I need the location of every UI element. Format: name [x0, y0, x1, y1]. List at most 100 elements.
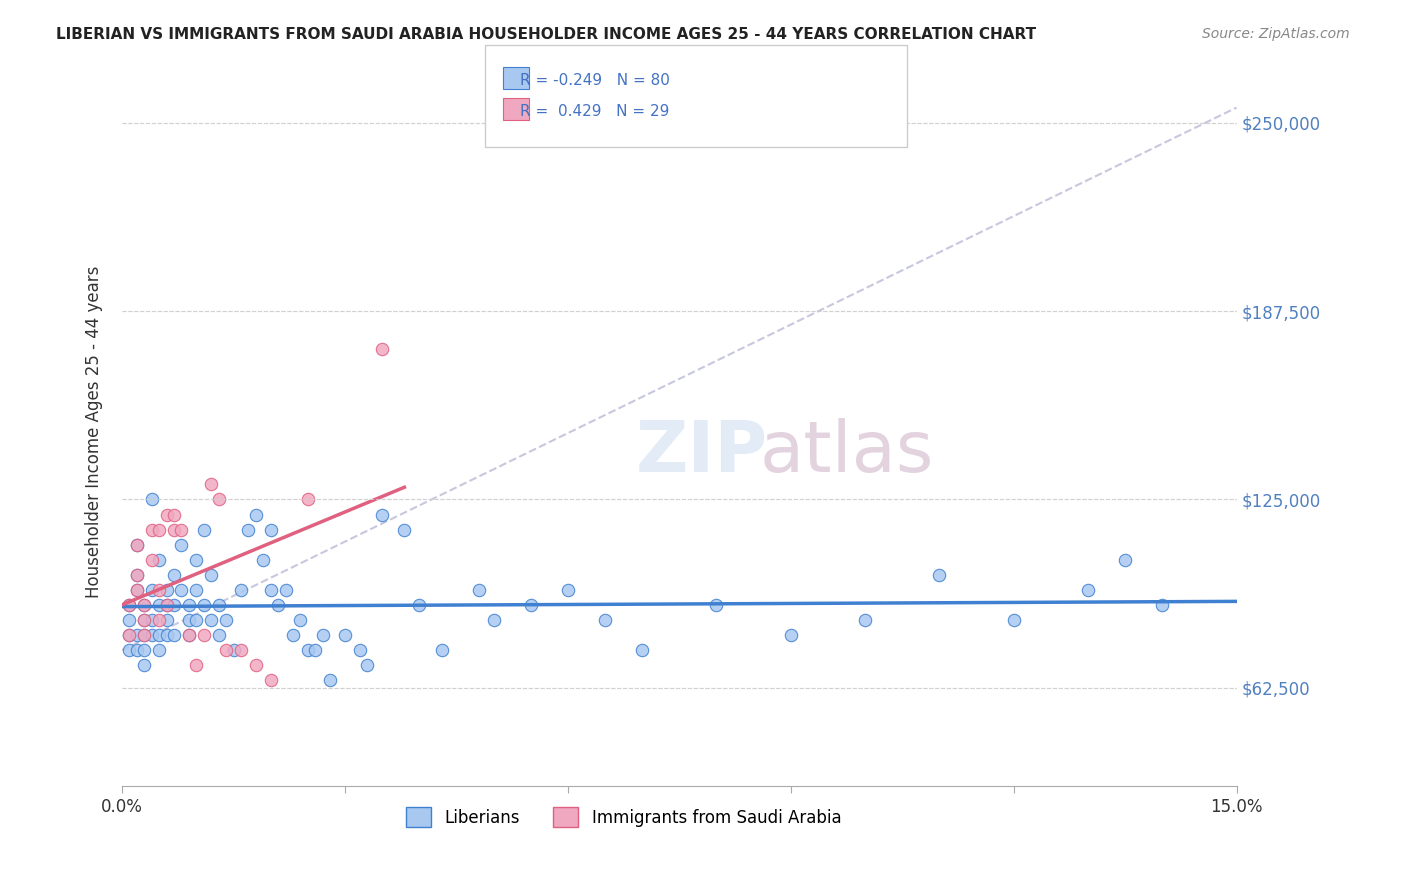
Point — [125, 538, 148, 552]
Point — [141, 523, 163, 537]
Point — [148, 643, 170, 657]
Point — [928, 567, 950, 582]
Point — [148, 613, 170, 627]
Point — [1002, 613, 1025, 627]
Text: Source: ZipAtlas.com: Source: ZipAtlas.com — [1202, 27, 1350, 41]
Point — [118, 598, 141, 612]
Point — [141, 552, 163, 566]
Point — [631, 643, 654, 657]
Point — [134, 658, 156, 673]
Point — [156, 628, 179, 642]
Point — [186, 658, 208, 673]
Point — [156, 598, 179, 612]
Point — [319, 673, 342, 688]
Point — [141, 582, 163, 597]
Point — [177, 628, 200, 642]
Point — [177, 628, 200, 642]
Point — [311, 628, 333, 642]
Point — [779, 628, 801, 642]
Point — [281, 628, 304, 642]
Point — [193, 598, 215, 612]
Point — [215, 643, 238, 657]
Point — [200, 477, 222, 491]
Point — [215, 613, 238, 627]
Point — [148, 582, 170, 597]
Point — [177, 613, 200, 627]
Point — [208, 628, 231, 642]
Point — [260, 673, 283, 688]
Point — [134, 598, 156, 612]
Point — [118, 628, 141, 642]
Point — [200, 567, 222, 582]
Point — [297, 643, 319, 657]
Point — [356, 658, 378, 673]
Point — [186, 582, 208, 597]
Point — [245, 658, 267, 673]
Point — [260, 523, 283, 537]
Point — [252, 552, 274, 566]
Point — [297, 492, 319, 507]
Point — [371, 508, 394, 522]
Point — [156, 613, 179, 627]
Point — [156, 508, 179, 522]
Text: ZIP: ZIP — [636, 418, 768, 487]
Point — [125, 643, 148, 657]
Point — [200, 613, 222, 627]
Point — [163, 508, 186, 522]
Point — [125, 582, 148, 597]
Point — [371, 342, 394, 356]
Point — [290, 613, 312, 627]
Point — [125, 567, 148, 582]
Point — [482, 613, 505, 627]
Point — [118, 613, 141, 627]
Point — [245, 508, 267, 522]
Point — [156, 582, 179, 597]
Point — [222, 643, 245, 657]
Legend: Liberians, Immigrants from Saudi Arabia: Liberians, Immigrants from Saudi Arabia — [399, 800, 848, 834]
Point — [593, 613, 616, 627]
Point — [229, 582, 252, 597]
Point — [519, 598, 541, 612]
Point — [134, 613, 156, 627]
Point — [134, 643, 156, 657]
Point — [557, 582, 579, 597]
Point — [118, 643, 141, 657]
Point — [208, 598, 231, 612]
Point — [148, 598, 170, 612]
Point — [163, 598, 186, 612]
Point — [1152, 598, 1174, 612]
Point — [170, 582, 193, 597]
Point — [193, 628, 215, 642]
Text: R =  0.429   N = 29: R = 0.429 N = 29 — [520, 104, 669, 119]
Point — [125, 582, 148, 597]
Point — [125, 567, 148, 582]
Point — [274, 582, 297, 597]
Point — [118, 628, 141, 642]
Point — [260, 582, 283, 597]
Text: atlas: atlas — [759, 418, 934, 487]
Point — [238, 523, 260, 537]
Point — [134, 598, 156, 612]
Point — [430, 643, 453, 657]
Point — [467, 582, 489, 597]
Text: R = -0.249   N = 80: R = -0.249 N = 80 — [520, 73, 671, 87]
Point — [177, 598, 200, 612]
Point — [118, 598, 141, 612]
Point — [706, 598, 728, 612]
Point — [148, 628, 170, 642]
Point — [141, 628, 163, 642]
Point — [193, 523, 215, 537]
Point — [141, 613, 163, 627]
Point — [141, 492, 163, 507]
Point — [394, 523, 416, 537]
Point — [186, 613, 208, 627]
Point — [267, 598, 290, 612]
Point — [170, 523, 193, 537]
Point — [125, 538, 148, 552]
Point — [125, 628, 148, 642]
Point — [853, 613, 876, 627]
Point — [163, 567, 186, 582]
Point — [304, 643, 326, 657]
Point — [148, 552, 170, 566]
Text: LIBERIAN VS IMMIGRANTS FROM SAUDI ARABIA HOUSEHOLDER INCOME AGES 25 - 44 YEARS C: LIBERIAN VS IMMIGRANTS FROM SAUDI ARABIA… — [56, 27, 1036, 42]
